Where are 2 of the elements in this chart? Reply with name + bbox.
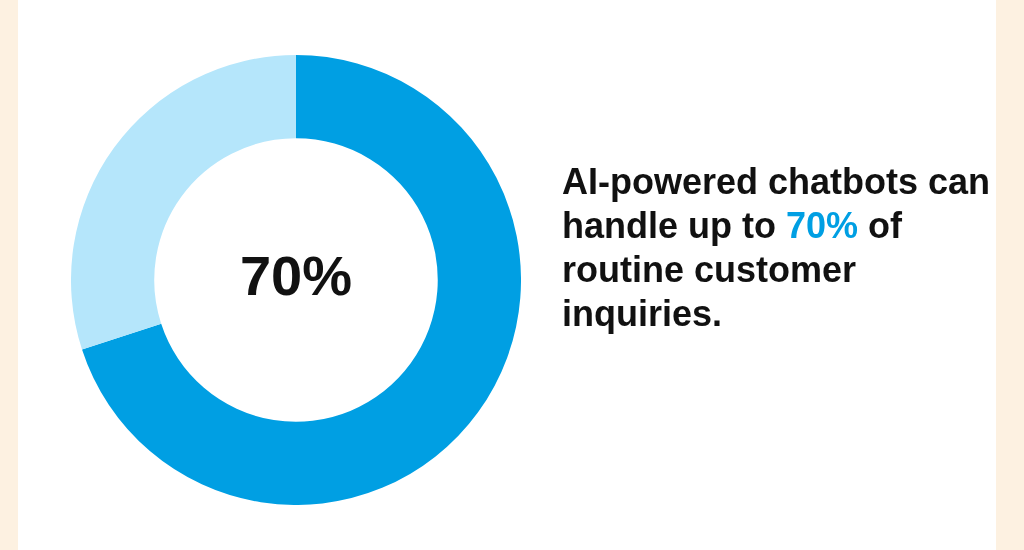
text: 70% xyxy=(239,244,353,308)
text: AI-powered chatbots can handle up to 70% of routine customer inquiries. xyxy=(562,161,991,334)
